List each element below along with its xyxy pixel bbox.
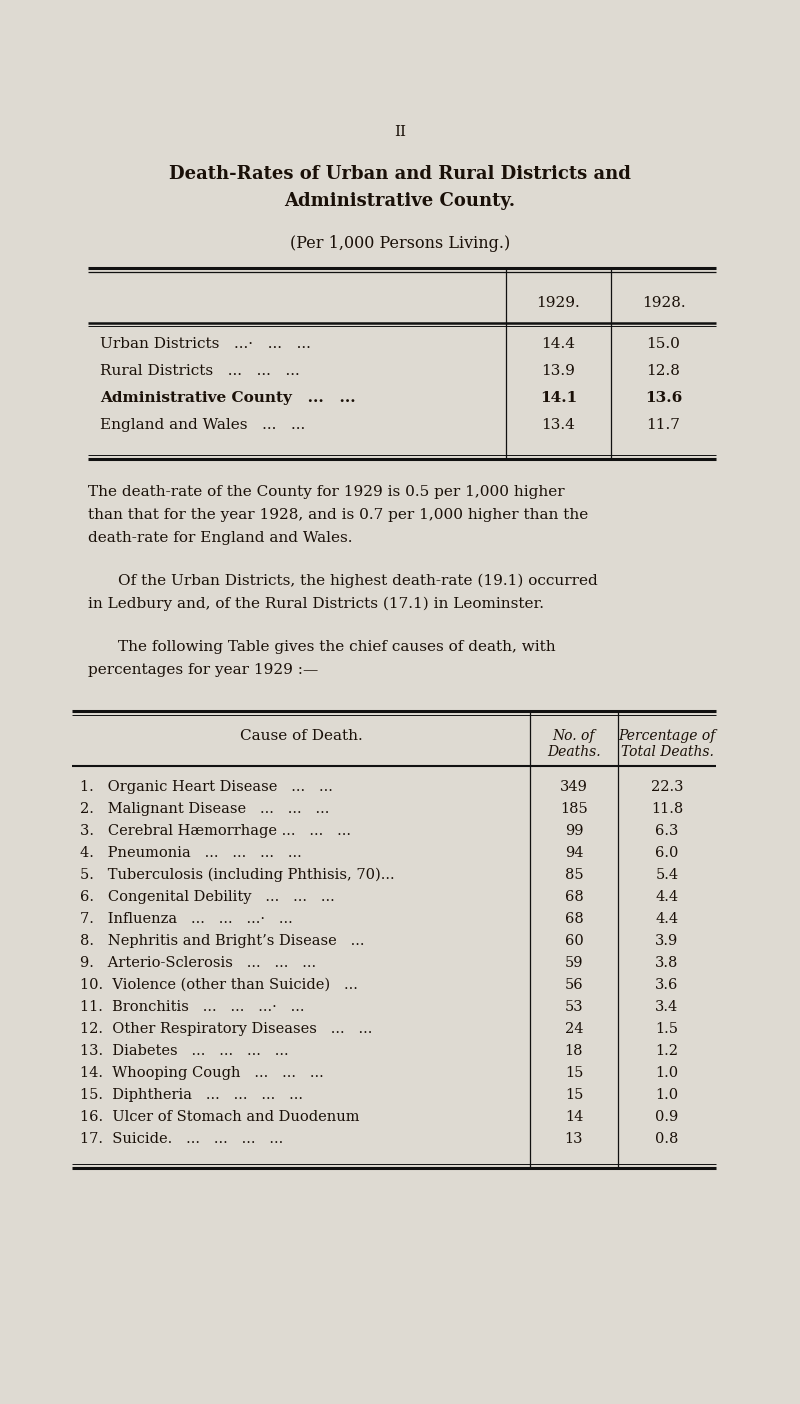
- Text: 24: 24: [565, 1022, 583, 1036]
- Text: 16.  Ulcer of Stomach and Duodenum: 16. Ulcer of Stomach and Duodenum: [80, 1111, 359, 1125]
- Text: 3.8: 3.8: [655, 956, 678, 970]
- Text: 99: 99: [565, 824, 583, 838]
- Text: 3.9: 3.9: [655, 934, 678, 948]
- Text: No. of: No. of: [553, 729, 595, 743]
- Text: 4.4: 4.4: [655, 913, 678, 927]
- Text: 56: 56: [565, 979, 583, 993]
- Text: 94: 94: [565, 847, 583, 861]
- Text: 15.  Diphtheria   ...   ...   ...   ...: 15. Diphtheria ... ... ... ...: [80, 1088, 303, 1102]
- Text: 1.0: 1.0: [655, 1066, 678, 1080]
- Text: 14: 14: [565, 1111, 583, 1125]
- Text: Cause of Death.: Cause of Death.: [240, 729, 362, 743]
- Text: 3.   Cerebral Hæmorrhage ...   ...   ...: 3. Cerebral Hæmorrhage ... ... ...: [80, 824, 351, 838]
- Text: Administrative County.: Administrative County.: [285, 192, 515, 211]
- Text: 17.  Suicide.   ...   ...   ...   ...: 17. Suicide. ... ... ... ...: [80, 1132, 283, 1146]
- Text: 9.   Arterio-Sclerosis   ...   ...   ...: 9. Arterio-Sclerosis ... ... ...: [80, 956, 316, 970]
- Text: 2.   Malignant Disease   ...   ...   ...: 2. Malignant Disease ... ... ...: [80, 802, 330, 816]
- Text: 1.5: 1.5: [655, 1022, 678, 1036]
- Text: 12.8: 12.8: [646, 364, 681, 378]
- Text: 22.3: 22.3: [650, 781, 683, 795]
- Text: 53: 53: [565, 1000, 583, 1014]
- Text: Of the Urban Districts, the highest death-rate (19.1) occurred: Of the Urban Districts, the highest deat…: [118, 574, 598, 588]
- Text: 85: 85: [565, 868, 583, 882]
- Text: 5.4: 5.4: [655, 868, 678, 882]
- Text: 4.   Pneumonia   ...   ...   ...   ...: 4. Pneumonia ... ... ... ...: [80, 847, 302, 861]
- Text: 15: 15: [565, 1088, 583, 1102]
- Text: II: II: [394, 125, 406, 139]
- Text: 15: 15: [565, 1066, 583, 1080]
- Text: 349: 349: [560, 781, 588, 795]
- Text: 15.0: 15.0: [646, 337, 681, 351]
- Text: 14.1: 14.1: [540, 390, 577, 404]
- Text: 11.  Bronchitis   ...   ...   ...·   ...: 11. Bronchitis ... ... ...· ...: [80, 1000, 305, 1014]
- Text: Percentage of: Percentage of: [618, 729, 716, 743]
- Text: 8.   Nephritis and Bright’s Disease   ...: 8. Nephritis and Bright’s Disease ...: [80, 934, 365, 948]
- Text: 3.6: 3.6: [655, 979, 678, 993]
- Text: 185: 185: [560, 802, 588, 816]
- Text: 12.  Other Respiratory Diseases   ...   ...: 12. Other Respiratory Diseases ... ...: [80, 1022, 372, 1036]
- Text: Total Deaths.: Total Deaths.: [621, 746, 714, 760]
- Text: 14.4: 14.4: [542, 337, 575, 351]
- Text: 0.9: 0.9: [655, 1111, 678, 1125]
- Text: percentages for year 1929 :—: percentages for year 1929 :—: [88, 663, 318, 677]
- Text: 4.4: 4.4: [655, 890, 678, 904]
- Text: 11.7: 11.7: [646, 418, 681, 432]
- Text: 5.   Tuberculosis (including Phthisis, 70)...: 5. Tuberculosis (including Phthisis, 70)…: [80, 868, 394, 882]
- Text: 13.4: 13.4: [542, 418, 575, 432]
- Text: 1929.: 1929.: [537, 296, 580, 310]
- Text: than that for the year 1928, and is 0.7 per 1,000 higher than the: than that for the year 1928, and is 0.7 …: [88, 508, 588, 522]
- Text: 7.   Influenza   ...   ...   ...·   ...: 7. Influenza ... ... ...· ...: [80, 913, 293, 927]
- Text: death-rate for England and Wales.: death-rate for England and Wales.: [88, 531, 353, 545]
- Text: The death-rate of the County for 1929 is 0.5 per 1,000 higher: The death-rate of the County for 1929 is…: [88, 484, 565, 498]
- Text: 6.0: 6.0: [655, 847, 678, 861]
- Text: Death-Rates of Urban and Rural Districts and: Death-Rates of Urban and Rural Districts…: [169, 166, 631, 183]
- Text: Urban Districts   ...·   ...   ...: Urban Districts ...· ... ...: [100, 337, 311, 351]
- Text: 13.  Diabetes   ...   ...   ...   ...: 13. Diabetes ... ... ... ...: [80, 1045, 289, 1059]
- Text: 1.   Organic Heart Disease   ...   ...: 1. Organic Heart Disease ... ...: [80, 781, 333, 795]
- Text: 13.9: 13.9: [542, 364, 575, 378]
- Text: Rural Districts   ...   ...   ...: Rural Districts ... ... ...: [100, 364, 300, 378]
- Text: 3.4: 3.4: [655, 1000, 678, 1014]
- Text: 10.  Violence (other than Suicide)   ...: 10. Violence (other than Suicide) ...: [80, 979, 358, 993]
- Text: 1928.: 1928.: [642, 296, 686, 310]
- Text: 1.2: 1.2: [655, 1045, 678, 1059]
- Text: Administrative County   ...   ...: Administrative County ... ...: [100, 390, 356, 404]
- Text: England and Wales   ...   ...: England and Wales ... ...: [100, 418, 306, 432]
- Text: 1.0: 1.0: [655, 1088, 678, 1102]
- Text: 59: 59: [565, 956, 583, 970]
- Text: 11.8: 11.8: [651, 802, 683, 816]
- Text: 13: 13: [565, 1132, 583, 1146]
- Text: 0.8: 0.8: [655, 1132, 678, 1146]
- Text: 14.  Whooping Cough   ...   ...   ...: 14. Whooping Cough ... ... ...: [80, 1066, 324, 1080]
- Text: 68: 68: [565, 890, 583, 904]
- Text: Deaths.: Deaths.: [547, 746, 601, 760]
- Text: 13.6: 13.6: [645, 390, 682, 404]
- Text: (Per 1,000 Persons Living.): (Per 1,000 Persons Living.): [290, 234, 510, 251]
- Text: 6.   Congenital Debility   ...   ...   ...: 6. Congenital Debility ... ... ...: [80, 890, 334, 904]
- Text: in Ledbury and, of the Rural Districts (17.1) in Leominster.: in Ledbury and, of the Rural Districts (…: [88, 597, 544, 611]
- Text: 60: 60: [565, 934, 583, 948]
- Text: 18: 18: [565, 1045, 583, 1059]
- Text: The following Table gives the chief causes of death, with: The following Table gives the chief caus…: [118, 640, 556, 654]
- Text: 68: 68: [565, 913, 583, 927]
- Text: 6.3: 6.3: [655, 824, 678, 838]
